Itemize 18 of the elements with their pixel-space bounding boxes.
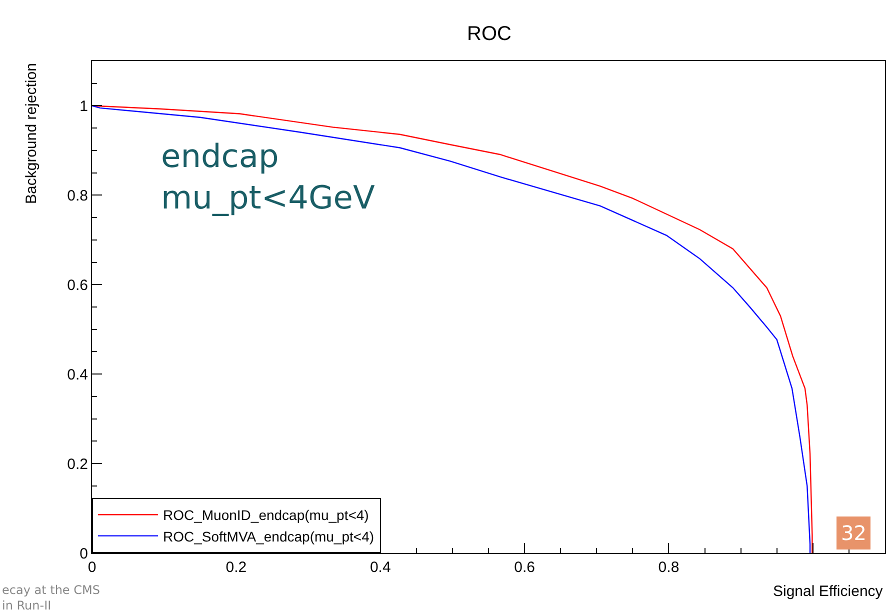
chart-title: ROC (467, 23, 512, 45)
text: ecay at the CMS in Run-II (2, 583, 100, 613)
annotation: endcap mu_pt<4GeV (161, 137, 375, 217)
legend-label: ROC_SoftMVA_endcap(mu_pt<4) (163, 528, 374, 544)
annotation: 32 (841, 521, 866, 545)
y-tick-label: 0 (80, 545, 88, 562)
y-tick-label: 0.2 (67, 456, 88, 473)
x-tick-label: 0.2 (226, 559, 247, 576)
y-tick-label: 1 (80, 98, 88, 115)
x-tick-label: 0.4 (370, 559, 391, 576)
y-tick-label: 0.4 (67, 366, 88, 384)
y-tick-label: 0.8 (67, 187, 88, 204)
x-tick-label: 0.8 (658, 559, 680, 576)
legend-label: ROC_MuonID_endcap(mu_pt<4) (163, 507, 369, 524)
y-axis-title: Background rejection (23, 63, 40, 204)
y-tick-label: 0.6 (67, 276, 88, 294)
x-tick-label: 0.6 (514, 559, 535, 576)
x-axis-title: Signal Efficiency (773, 583, 884, 600)
